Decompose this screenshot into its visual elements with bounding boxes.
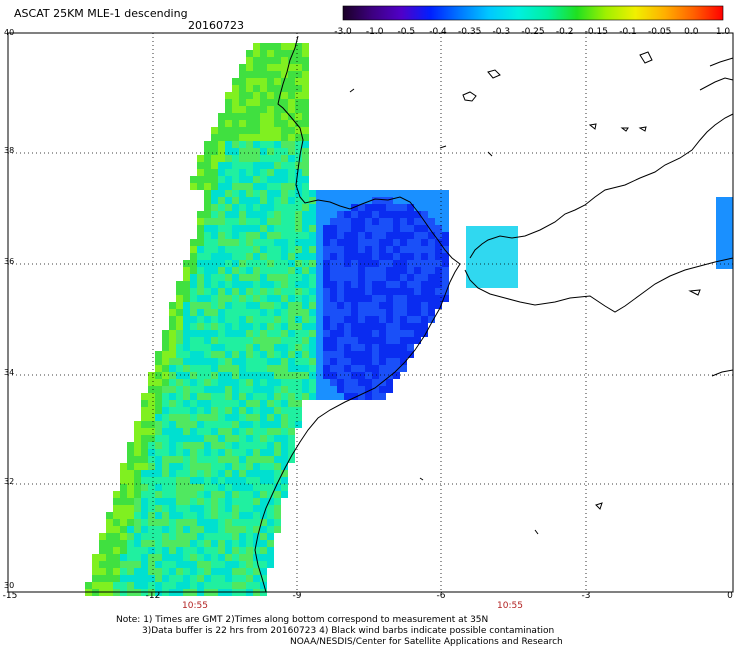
colorbar-gradient <box>343 6 723 20</box>
lat-label: 34 <box>4 368 14 377</box>
swath-data <box>85 43 733 596</box>
note-line-3: NOAA/NESDIS/Center for Satellite Applica… <box>290 637 563 647</box>
colorbar-tick-label: -0.15 <box>585 27 608 37</box>
colorbar-tick-label: -0.2 <box>556 27 574 37</box>
lat-label: 36 <box>4 257 14 266</box>
colorbar-tick-label: -0.4 <box>429 27 447 37</box>
lon-label: -6 <box>437 591 446 601</box>
lon-label: -12 <box>146 591 161 601</box>
lon-label: -15 <box>3 591 18 601</box>
colorbar-tick-label: -0.05 <box>648 27 671 37</box>
map-date: 20160723 <box>188 19 244 32</box>
lat-label: 40 <box>4 28 14 37</box>
colorbar-tick-label: 1.0 <box>716 27 730 37</box>
colorbar-tick-label: -3.0 <box>334 27 352 37</box>
lat-label: 32 <box>4 477 14 486</box>
note-line-1: Note: 1) Times are GMT 2)Times along bot… <box>116 615 488 625</box>
lat-label: 30 <box>4 581 14 590</box>
colorbar-tick-label: -0.25 <box>521 27 544 37</box>
lon-label: 0 <box>727 591 733 601</box>
time-label: 10:55 <box>182 601 208 611</box>
map-title: ASCAT 25KM MLE-1 descending <box>14 7 188 20</box>
colorbar-tick-label: -1.0 <box>366 27 384 37</box>
colorbar-tick-label: -0.1 <box>619 27 637 37</box>
colorbar-tick-label: -0.35 <box>458 27 481 37</box>
time-label: 10:55 <box>497 601 523 611</box>
lat-label: 38 <box>4 146 14 155</box>
colorbar-tick-label: -0.5 <box>398 27 416 37</box>
lon-label: -9 <box>293 591 302 601</box>
lon-label: -3 <box>582 591 591 601</box>
colorbar-tick-label: 0.0 <box>684 27 698 37</box>
colorbar <box>343 6 723 20</box>
colorbar-tick-label: -0.3 <box>493 27 511 37</box>
note-line-2: 3)Data buffer is 22 hrs from 20160723 4)… <box>142 626 554 636</box>
